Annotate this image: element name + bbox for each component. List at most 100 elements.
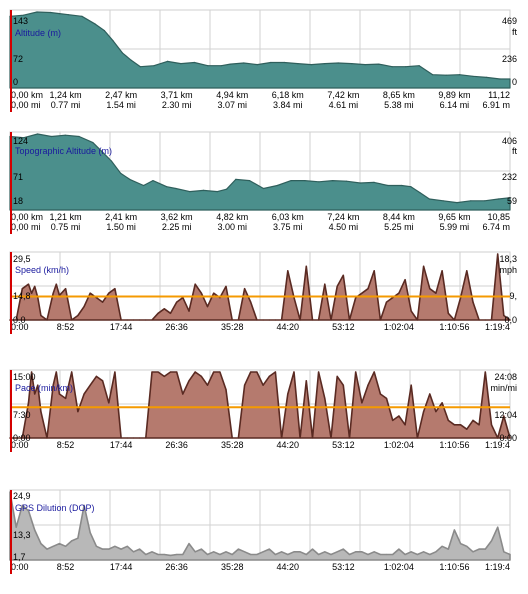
x-tick-time: 8:52 <box>57 562 75 572</box>
data-point <box>78 135 80 138</box>
data-point <box>95 375 97 377</box>
x-tick-time: 26:36 <box>165 440 188 450</box>
x-tick-time: 1:10:56 <box>439 440 469 450</box>
data-point <box>83 393 85 395</box>
speed-panel: 0:00 8:52 17:44 26:36 35:28 44:20 53:12 1:02:04… <box>9 251 522 344</box>
data-point <box>244 551 246 553</box>
speed-y2-mid: 9, <box>509 291 517 301</box>
speed-y-bottom: 0.0 <box>13 315 26 325</box>
data-point <box>163 375 165 377</box>
data-point <box>373 181 375 183</box>
data-point <box>112 40 114 42</box>
data-point <box>55 371 57 373</box>
data-point <box>58 13 61 15</box>
data-point <box>281 437 283 439</box>
data-point <box>15 319 17 321</box>
data-point <box>231 553 233 556</box>
data-point <box>250 553 252 556</box>
data-point <box>410 310 412 312</box>
data-point <box>429 553 431 556</box>
x-tick-km: 11,12 <box>488 90 510 100</box>
x-tick-km: 6,18 km <box>272 90 304 100</box>
data-point <box>226 188 228 190</box>
x-tick-time: 17:44 <box>110 322 133 332</box>
x-tick-time: 53:12 <box>332 322 355 332</box>
data-point <box>392 419 394 421</box>
data-point <box>188 380 190 382</box>
data-point <box>447 312 449 314</box>
data-point <box>281 319 283 321</box>
gps-dop-title: GPS Dilution (DOP) <box>15 503 95 513</box>
data-point <box>345 180 347 182</box>
data-point <box>305 265 307 267</box>
data-point <box>206 306 209 308</box>
data-point <box>478 424 480 426</box>
data-point <box>151 319 153 321</box>
data-point <box>429 288 431 290</box>
x-tick-time: 8:52 <box>57 440 75 450</box>
pace-y-bottom: 0:00 <box>13 433 31 443</box>
data-point <box>274 371 276 373</box>
data-point <box>157 312 159 314</box>
data-point <box>52 545 54 547</box>
x-tick-km: 3,62 km <box>161 212 193 222</box>
data-point <box>237 548 239 550</box>
data-point <box>305 380 307 382</box>
data-point <box>237 319 239 321</box>
x-tick-km: 8,65 km <box>383 90 415 100</box>
x-tick-time: 35:28 <box>221 322 244 332</box>
x-tick-mi: 5.25 mi <box>384 222 414 232</box>
speed-y-mid: 14,8 <box>13 291 31 301</box>
x-tick-km: 2,47 km <box>105 90 137 100</box>
data-point <box>472 75 474 77</box>
data-point <box>139 437 141 439</box>
data-point <box>324 63 326 65</box>
data-point <box>102 380 104 382</box>
data-point <box>490 424 493 426</box>
x-tick-time: 26:36 <box>165 322 188 332</box>
data-point <box>373 551 375 553</box>
series-area <box>9 253 511 321</box>
data-point <box>132 319 135 321</box>
data-point <box>256 319 258 321</box>
data-point <box>305 553 307 556</box>
data-point <box>36 11 38 13</box>
data-point <box>330 319 332 321</box>
data-point <box>256 371 258 373</box>
data-point <box>416 319 418 321</box>
data-point <box>379 319 381 321</box>
speed-y2-unit: mph <box>499 265 517 275</box>
data-point <box>262 384 264 386</box>
data-point <box>387 184 389 187</box>
data-point <box>189 191 191 193</box>
data-point <box>405 66 407 68</box>
data-point <box>176 301 178 303</box>
x-tick-time: 0:00 <box>11 562 29 572</box>
data-point <box>503 551 505 553</box>
data-point <box>102 548 104 550</box>
data-point <box>478 319 480 321</box>
data-point <box>243 62 245 64</box>
data-point <box>404 553 406 556</box>
data-point <box>318 371 320 373</box>
data-point <box>299 319 301 321</box>
data-point <box>336 375 338 377</box>
data-point <box>65 397 67 399</box>
data-point <box>15 437 17 439</box>
data-point <box>429 393 431 395</box>
data-point <box>351 63 353 65</box>
data-point <box>509 78 511 80</box>
data-point <box>336 285 338 287</box>
pace-y2-mid: 12:04 <box>494 410 517 420</box>
data-point <box>89 532 91 534</box>
data-point <box>290 180 292 182</box>
data-point <box>225 389 227 391</box>
data-point <box>256 553 258 556</box>
data-point <box>367 288 369 290</box>
data-point <box>419 192 421 194</box>
data-point <box>441 402 443 404</box>
x-tick-km: 1,24 km <box>50 90 82 100</box>
x-tick-mi: 0,00 mi <box>11 100 41 110</box>
x-tick-mi: 2.30 mi <box>162 100 192 110</box>
gps-dop-y-mid: 13,3 <box>13 530 31 540</box>
